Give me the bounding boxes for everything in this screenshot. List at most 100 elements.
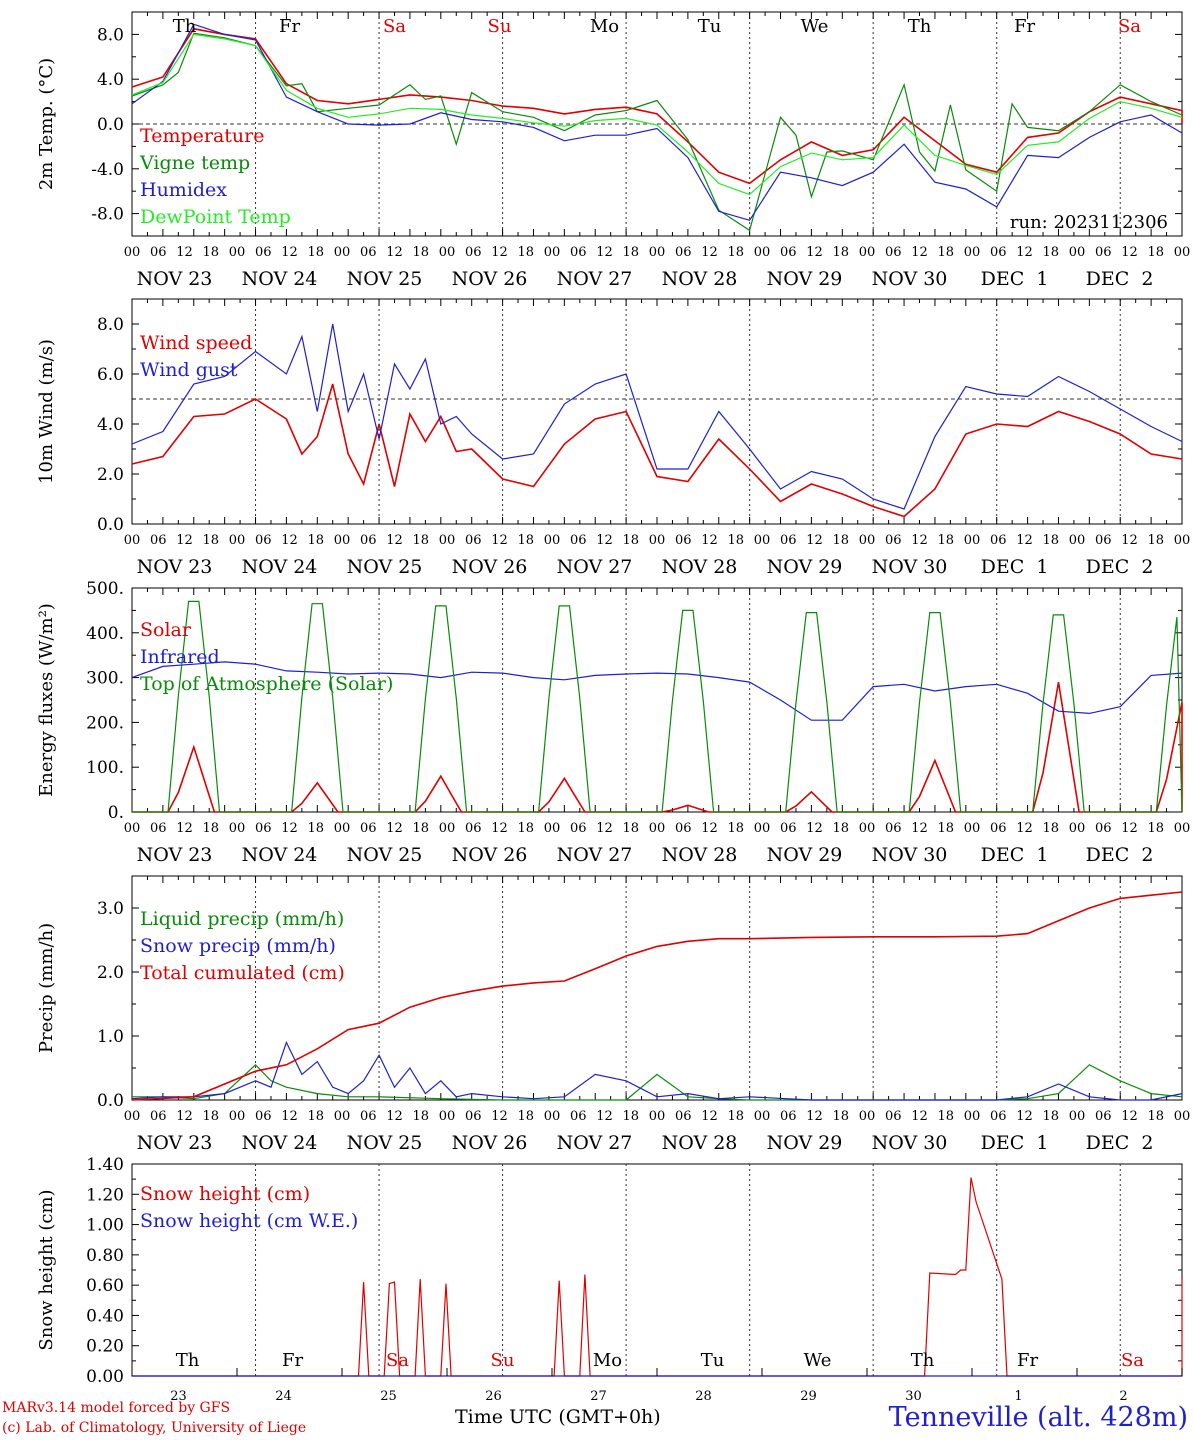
temperature-hour-label: 00 — [1174, 245, 1191, 260]
wind-y-tick-label: 8.0 — [97, 315, 124, 335]
snow-weekday-label: Sa — [1121, 1350, 1144, 1371]
energy-y-tick-label: 500. — [86, 579, 124, 599]
temperature-legend-0: Temperature — [140, 125, 264, 147]
wind-hour-label: 06 — [780, 533, 797, 548]
energy-hour-label: 12 — [701, 821, 718, 836]
wind-hour-label: 06 — [675, 533, 692, 548]
precip-date-label: DEC 1 — [981, 1132, 1049, 1154]
temperature-date-label: DEC 2 — [1086, 268, 1154, 290]
snow-legend-1: Snow height (cm W.E.) — [140, 1210, 358, 1232]
precip-y-tick-label: 3.0 — [97, 899, 124, 919]
wind-y-tick-label: 0.0 — [97, 515, 124, 535]
precip-panel — [131, 875, 1183, 1101]
precip-date-label: NOV 28 — [662, 1132, 738, 1154]
wind-hour-label: 12 — [911, 533, 928, 548]
wind-hour-label: 00 — [1174, 533, 1191, 548]
temperature-hour-label: 06 — [675, 245, 692, 260]
temperature-y-axis-label: 2m Temp. (°C) — [36, 58, 57, 190]
snow-legend-0: Snow height (cm) — [140, 1183, 310, 1205]
wind-hour-label: 18 — [412, 533, 429, 548]
energy-hour-label: 18 — [727, 821, 744, 836]
energy-date-label: DEC 1 — [981, 844, 1049, 866]
temperature-weekday-label: Th — [908, 16, 932, 37]
precip-hour-label: 18 — [307, 1109, 324, 1124]
precip-hour-label: 18 — [937, 1109, 954, 1124]
snow-y-tick-label: 0.00 — [86, 1367, 124, 1387]
temperature-hour-label: 12 — [1121, 245, 1138, 260]
energy-date-label: NOV 25 — [347, 844, 423, 866]
temperature-hour-label: 06 — [780, 245, 797, 260]
temperature-hour-label: 00 — [649, 245, 666, 260]
temperature-series-1 — [131, 32, 1183, 232]
snow-day-number: 1 — [1014, 1389, 1022, 1404]
precip-date-label: NOV 24 — [242, 1132, 318, 1154]
energy-y-tick-label: 100. — [86, 758, 124, 778]
temperature-y-tick-label: 4.0 — [97, 70, 124, 90]
precip-hour-label: 12 — [596, 1109, 613, 1124]
temperature-date-label: NOV 24 — [242, 268, 318, 290]
precip-hour-label: 00 — [859, 1109, 876, 1124]
temperature-hour-label: 06 — [465, 245, 482, 260]
snow-y-tick-label: 1.00 — [86, 1216, 124, 1236]
wind-series-0 — [131, 383, 1183, 518]
temperature-y-tick-label: -8.0 — [91, 205, 124, 225]
wind-hour-label: 18 — [832, 533, 849, 548]
energy-hour-label: 00 — [439, 821, 456, 836]
temperature-hour-label: 00 — [439, 245, 456, 260]
precip-hour-label: 12 — [491, 1109, 508, 1124]
snow-weekday-label: Th — [176, 1350, 200, 1371]
precip-hour-label: 06 — [990, 1109, 1007, 1124]
energy-hour-label: 18 — [1147, 821, 1164, 836]
wind-date-label: DEC 1 — [981, 556, 1049, 578]
temperature-hour-label: 06 — [255, 245, 272, 260]
wind-date-label: NOV 25 — [347, 556, 423, 578]
precip-legend-1: Snow precip (mm/h) — [140, 935, 336, 957]
precip-hour-label: 06 — [465, 1109, 482, 1124]
wind-hour-label: 00 — [229, 533, 246, 548]
energy-hour-label: 00 — [334, 821, 351, 836]
energy-hour-label: 12 — [806, 821, 823, 836]
wind-frame — [131, 298, 1183, 525]
energy-y-tick-label: 300. — [86, 669, 124, 689]
wind-hour-label: 06 — [885, 533, 902, 548]
precip-hour-label: 06 — [780, 1109, 797, 1124]
precip-legend-2: Total cumulated (cm) — [140, 962, 345, 984]
temperature-hour-label: 12 — [386, 245, 403, 260]
energy-series-1 — [131, 661, 1183, 721]
temperature-hour-label: 18 — [412, 245, 429, 260]
precip-hour-label: 18 — [622, 1109, 639, 1124]
energy-hour-label: 00 — [964, 821, 981, 836]
precip-date-label: NOV 29 — [767, 1132, 843, 1154]
precip-hour-label: 18 — [517, 1109, 534, 1124]
energy-hour-label: 18 — [1042, 821, 1059, 836]
temperature-date-label: NOV 30 — [872, 268, 948, 290]
snow-y-axis-label: Snow height (cm) — [36, 1189, 57, 1350]
precip-hour-label: 06 — [1095, 1109, 1112, 1124]
energy-date-label: NOV 24 — [242, 844, 318, 866]
temperature-series-2 — [131, 23, 1183, 222]
temperature-legend-2: Humidex — [140, 179, 227, 201]
temperature-hour-label: 18 — [1147, 245, 1164, 260]
temperature-weekday-label: Su — [488, 16, 512, 37]
precip-hour-label: 00 — [124, 1109, 141, 1124]
wind-date-label: NOV 30 — [872, 556, 948, 578]
wind-hour-label: 18 — [1042, 533, 1059, 548]
snow-day-number: 28 — [695, 1389, 712, 1404]
precip-hour-label: 12 — [806, 1109, 823, 1124]
temperature-hour-label: 18 — [622, 245, 639, 260]
precip-y-tick-label: 1.0 — [97, 1027, 124, 1047]
snow-y-tick-label: 0.80 — [86, 1246, 124, 1266]
energy-hour-label: 12 — [491, 821, 508, 836]
precip-hour-label: 18 — [1042, 1109, 1059, 1124]
wind-date-label: NOV 24 — [242, 556, 318, 578]
precip-hour-label: 18 — [832, 1109, 849, 1124]
lab-credit: (c) Lab. of Climatology, University of L… — [2, 1420, 307, 1436]
energy-date-label: NOV 26 — [452, 844, 528, 866]
wind-legend-0: Wind speed — [140, 332, 252, 354]
snow-weekday-label: Th — [911, 1350, 935, 1371]
temperature-date-label: NOV 27 — [557, 268, 633, 290]
snow-day-number: 25 — [380, 1389, 397, 1404]
energy-y-tick-label: 0. — [108, 803, 124, 823]
wind-hour-label: 12 — [596, 533, 613, 548]
